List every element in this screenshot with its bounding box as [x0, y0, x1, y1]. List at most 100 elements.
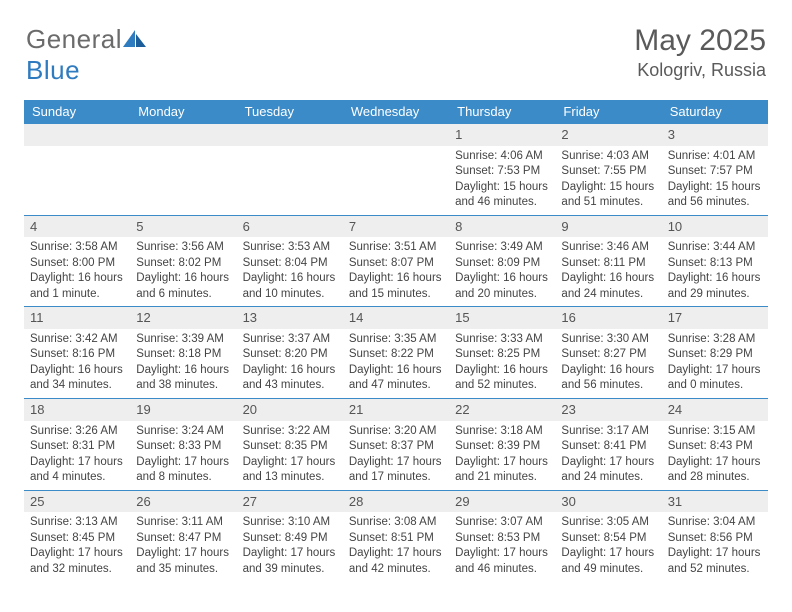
day-cell: 24Sunrise: 3:15 AMSunset: 8:43 PMDayligh… [662, 399, 768, 490]
day-cell: 13Sunrise: 3:37 AMSunset: 8:20 PMDayligh… [237, 307, 343, 398]
sunset-line: Sunset: 8:29 PM [668, 347, 762, 363]
day-cell: 4Sunrise: 3:58 AMSunset: 8:00 PMDaylight… [24, 216, 130, 307]
day-cell: 5Sunrise: 3:56 AMSunset: 8:02 PMDaylight… [130, 216, 236, 307]
daylight-line: Daylight: 17 hours and 13 minutes. [243, 455, 337, 486]
week-row: ....1Sunrise: 4:06 AMSunset: 7:53 PMDayl… [24, 124, 768, 215]
sunset-line: Sunset: 8:43 PM [668, 439, 762, 455]
day-number: 8 [449, 216, 555, 238]
sunset-line: Sunset: 8:27 PM [561, 347, 655, 363]
daylight-line: Daylight: 17 hours and 42 minutes. [349, 546, 443, 577]
day-body: Sunrise: 3:30 AMSunset: 8:27 PMDaylight:… [555, 329, 661, 398]
sunset-line: Sunset: 8:13 PM [668, 256, 762, 272]
day-cell: . [237, 124, 343, 215]
sunset-line: Sunset: 8:54 PM [561, 531, 655, 547]
day-cell: 12Sunrise: 3:39 AMSunset: 8:18 PMDayligh… [130, 307, 236, 398]
day-body: Sunrise: 3:13 AMSunset: 8:45 PMDaylight:… [24, 512, 130, 581]
day-body: Sunrise: 4:06 AMSunset: 7:53 PMDaylight:… [449, 146, 555, 215]
daylight-line: Daylight: 16 hours and 20 minutes. [455, 271, 549, 302]
sunset-line: Sunset: 7:55 PM [561, 164, 655, 180]
day-cell: 19Sunrise: 3:24 AMSunset: 8:33 PMDayligh… [130, 399, 236, 490]
day-body: Sunrise: 3:44 AMSunset: 8:13 PMDaylight:… [662, 237, 768, 306]
daylight-line: Daylight: 16 hours and 38 minutes. [136, 363, 230, 394]
sunset-line: Sunset: 8:31 PM [30, 439, 124, 455]
daylight-line: Daylight: 17 hours and 21 minutes. [455, 455, 549, 486]
day-body: Sunrise: 3:35 AMSunset: 8:22 PMDaylight:… [343, 329, 449, 398]
day-number: 14 [343, 307, 449, 329]
sunrise-line: Sunrise: 3:22 AM [243, 424, 337, 440]
day-number: 17 [662, 307, 768, 329]
sunrise-line: Sunrise: 3:07 AM [455, 515, 549, 531]
daylight-line: Daylight: 17 hours and 35 minutes. [136, 546, 230, 577]
sunset-line: Sunset: 8:09 PM [455, 256, 549, 272]
day-cell: 21Sunrise: 3:20 AMSunset: 8:37 PMDayligh… [343, 399, 449, 490]
day-number: 19 [130, 399, 236, 421]
day-body: Sunrise: 3:53 AMSunset: 8:04 PMDaylight:… [237, 237, 343, 306]
sunrise-line: Sunrise: 3:51 AM [349, 240, 443, 256]
day-number: 23 [555, 399, 661, 421]
day-body: Sunrise: 3:22 AMSunset: 8:35 PMDaylight:… [237, 421, 343, 490]
day-number: . [24, 124, 130, 146]
day-number: 30 [555, 491, 661, 513]
daylight-line: Daylight: 16 hours and 52 minutes. [455, 363, 549, 394]
day-cell: 10Sunrise: 3:44 AMSunset: 8:13 PMDayligh… [662, 216, 768, 307]
sunset-line: Sunset: 8:11 PM [561, 256, 655, 272]
sunset-line: Sunset: 8:37 PM [349, 439, 443, 455]
sunset-line: Sunset: 8:33 PM [136, 439, 230, 455]
sunset-line: Sunset: 8:02 PM [136, 256, 230, 272]
day-cell: 27Sunrise: 3:10 AMSunset: 8:49 PMDayligh… [237, 491, 343, 582]
day-body: Sunrise: 3:17 AMSunset: 8:41 PMDaylight:… [555, 421, 661, 490]
day-number: 18 [24, 399, 130, 421]
day-number: 9 [555, 216, 661, 238]
week-row: 11Sunrise: 3:42 AMSunset: 8:16 PMDayligh… [24, 306, 768, 398]
daylight-line: Daylight: 15 hours and 56 minutes. [668, 180, 762, 211]
day-number: 6 [237, 216, 343, 238]
sunrise-line: Sunrise: 3:53 AM [243, 240, 337, 256]
sunset-line: Sunset: 8:49 PM [243, 531, 337, 547]
day-cell: . [343, 124, 449, 215]
daylight-line: Daylight: 17 hours and 24 minutes. [561, 455, 655, 486]
day-number: 21 [343, 399, 449, 421]
day-cell: 26Sunrise: 3:11 AMSunset: 8:47 PMDayligh… [130, 491, 236, 582]
day-cell: 16Sunrise: 3:30 AMSunset: 8:27 PMDayligh… [555, 307, 661, 398]
day-number: . [343, 124, 449, 146]
day-body: Sunrise: 3:15 AMSunset: 8:43 PMDaylight:… [662, 421, 768, 490]
day-number: . [237, 124, 343, 146]
dow-header: Monday [130, 100, 236, 124]
sunrise-line: Sunrise: 3:13 AM [30, 515, 124, 531]
day-body: Sunrise: 3:26 AMSunset: 8:31 PMDaylight:… [24, 421, 130, 490]
day-cell: 2Sunrise: 4:03 AMSunset: 7:55 PMDaylight… [555, 124, 661, 215]
sunset-line: Sunset: 8:51 PM [349, 531, 443, 547]
sunset-line: Sunset: 8:22 PM [349, 347, 443, 363]
sunrise-line: Sunrise: 3:37 AM [243, 332, 337, 348]
day-number: 11 [24, 307, 130, 329]
sunrise-line: Sunrise: 3:42 AM [30, 332, 124, 348]
day-number: 5 [130, 216, 236, 238]
day-number: 4 [24, 216, 130, 238]
dow-header: Wednesday [343, 100, 449, 124]
sunset-line: Sunset: 8:20 PM [243, 347, 337, 363]
day-body: Sunrise: 3:37 AMSunset: 8:20 PMDaylight:… [237, 329, 343, 398]
title-block: May 2025 Kologriv, Russia [634, 24, 766, 81]
day-body: Sunrise: 3:33 AMSunset: 8:25 PMDaylight:… [449, 329, 555, 398]
sunrise-line: Sunrise: 3:28 AM [668, 332, 762, 348]
sunrise-line: Sunrise: 3:15 AM [668, 424, 762, 440]
day-cell: 7Sunrise: 3:51 AMSunset: 8:07 PMDaylight… [343, 216, 449, 307]
day-cell: 23Sunrise: 3:17 AMSunset: 8:41 PMDayligh… [555, 399, 661, 490]
dow-header: Friday [555, 100, 661, 124]
day-number: 13 [237, 307, 343, 329]
sunrise-line: Sunrise: 3:05 AM [561, 515, 655, 531]
daylight-line: Daylight: 17 hours and 32 minutes. [30, 546, 124, 577]
day-cell: 22Sunrise: 3:18 AMSunset: 8:39 PMDayligh… [449, 399, 555, 490]
sunset-line: Sunset: 8:04 PM [243, 256, 337, 272]
logo-word1: General [26, 24, 122, 54]
daylight-line: Daylight: 17 hours and 4 minutes. [30, 455, 124, 486]
day-body: Sunrise: 3:58 AMSunset: 8:00 PMDaylight:… [24, 237, 130, 306]
logo-word2: Blue [26, 55, 80, 85]
day-body: Sunrise: 3:46 AMSunset: 8:11 PMDaylight:… [555, 237, 661, 306]
day-body: Sunrise: 3:42 AMSunset: 8:16 PMDaylight:… [24, 329, 130, 398]
daylight-line: Daylight: 16 hours and 10 minutes. [243, 271, 337, 302]
day-cell: 6Sunrise: 3:53 AMSunset: 8:04 PMDaylight… [237, 216, 343, 307]
daylight-line: Daylight: 16 hours and 56 minutes. [561, 363, 655, 394]
day-body: Sunrise: 4:03 AMSunset: 7:55 PMDaylight:… [555, 146, 661, 215]
day-number: 1 [449, 124, 555, 146]
